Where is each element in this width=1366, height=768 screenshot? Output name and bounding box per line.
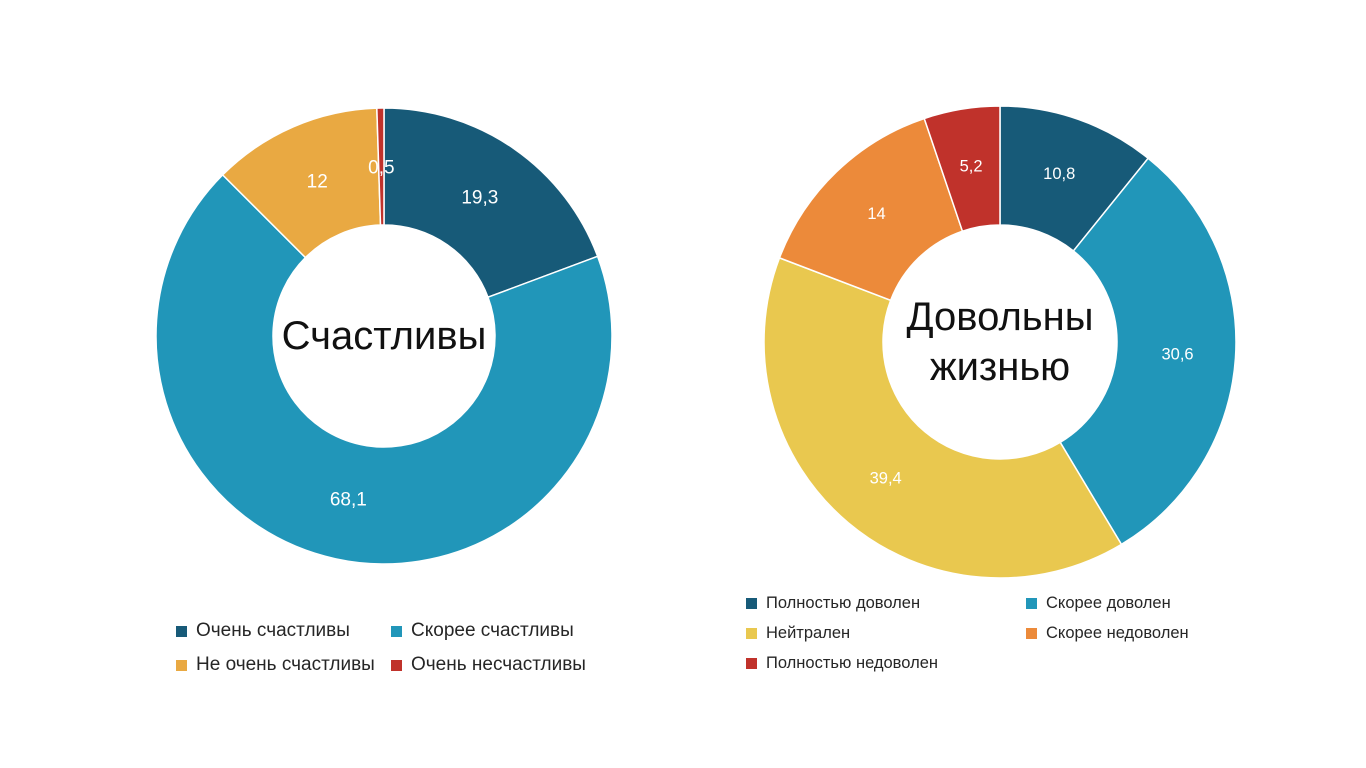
life-satisfaction-slice-2 <box>1059 157 1237 546</box>
life-satisfaction-value-label-4: 14 <box>867 205 885 223</box>
happiness-legend-swatch-2 <box>391 625 402 637</box>
donut-chart-life-satisfaction: 10,8 30,6 39,4 14 5,2 Довольны жизнью <box>763 105 1237 579</box>
happiness-slice-4 <box>376 107 385 226</box>
legend-life-satisfaction: Полностью доволен Скорее доволен Нейтрален… <box>746 594 1226 673</box>
happiness-legend-label-3: Не очень счастливы <box>196 654 375 675</box>
life-satisfaction-legend-swatch-5 <box>746 658 757 669</box>
happiness-legend-item-1: Очень счастливы <box>176 620 391 642</box>
life-satisfaction-slice-5 <box>923 105 1001 233</box>
happiness-value-label-3: 12 <box>307 171 328 192</box>
life-satisfaction-value-label-1: 10,8 <box>1043 165 1075 183</box>
life-satisfaction-slice-4 <box>778 117 964 302</box>
happiness-legend-swatch-4 <box>391 659 402 671</box>
life-satisfaction-legend-label-4: Скорее недоволен <box>1046 624 1189 642</box>
life-satisfaction-legend-swatch-1 <box>746 598 757 609</box>
life-satisfaction-legend-label-5: Полностью недоволен <box>766 654 938 672</box>
life-satisfaction-slice-3 <box>763 256 1123 579</box>
legend-happiness: Очень счастливы Скорее счастливы Не очень … <box>176 620 606 676</box>
happiness-legend-item-2: Скорее счастливы <box>391 620 606 642</box>
happiness-legend-swatch-3 <box>176 659 187 671</box>
happiness-legend-swatch-1 <box>176 625 187 637</box>
life-satisfaction-legend-item-4: Скорее недоволен <box>1026 624 1226 643</box>
happiness-legend-label-4: Очень несчастливы <box>411 654 586 675</box>
happiness-legend-label-2: Скорее счастливы <box>411 620 574 641</box>
life-satisfaction-value-label-3: 39,4 <box>870 469 902 487</box>
life-satisfaction-legend-label-1: Полностью доволен <box>766 594 921 612</box>
life-satisfaction-legend-item-3: Нейтрален <box>746 624 1026 643</box>
life-satisfaction-legend-item-5: Полностью недоволен <box>746 654 1026 673</box>
happiness-legend-label-1: Очень счастливы <box>196 620 350 641</box>
happiness-legend-item-3: Не очень счастливы <box>176 654 391 676</box>
happiness-legend-item-4: Очень несчастливы <box>391 654 606 676</box>
happiness-value-label-4: 0,5 <box>368 158 394 179</box>
life-satisfaction-value-label-5: 5,2 <box>960 157 983 175</box>
life-satisfaction-legend-swatch-3 <box>746 628 757 639</box>
life-satisfaction-legend-label-2: Скорее доволен <box>1046 594 1171 612</box>
happiness-slice-2 <box>155 173 613 565</box>
life-satisfaction-legend-swatch-2 <box>1026 598 1037 609</box>
donut-chart-happiness: 19,3 68,1 12 0,5 Счастливы <box>155 107 613 565</box>
life-satisfaction-legend-item-1: Полностью доволен <box>746 594 1026 613</box>
life-satisfaction-legend-swatch-4 <box>1026 628 1037 639</box>
happiness-value-label-2: 68,1 <box>330 490 367 511</box>
life-satisfaction-center-label-line-2: жизнью <box>930 345 1070 389</box>
life-satisfaction-center-label-line-1: Довольны <box>907 295 1094 339</box>
life-satisfaction-legend-item-2: Скорее доволен <box>1026 594 1226 613</box>
happiness-slice-1 <box>383 107 599 299</box>
happiness-center-label-line-1: Счастливы <box>282 314 487 358</box>
life-satisfaction-value-label-2: 30,6 <box>1162 345 1194 363</box>
life-satisfaction-legend-label-3: Нейтрален <box>766 624 851 642</box>
happiness-value-label-1: 19,3 <box>461 188 498 209</box>
